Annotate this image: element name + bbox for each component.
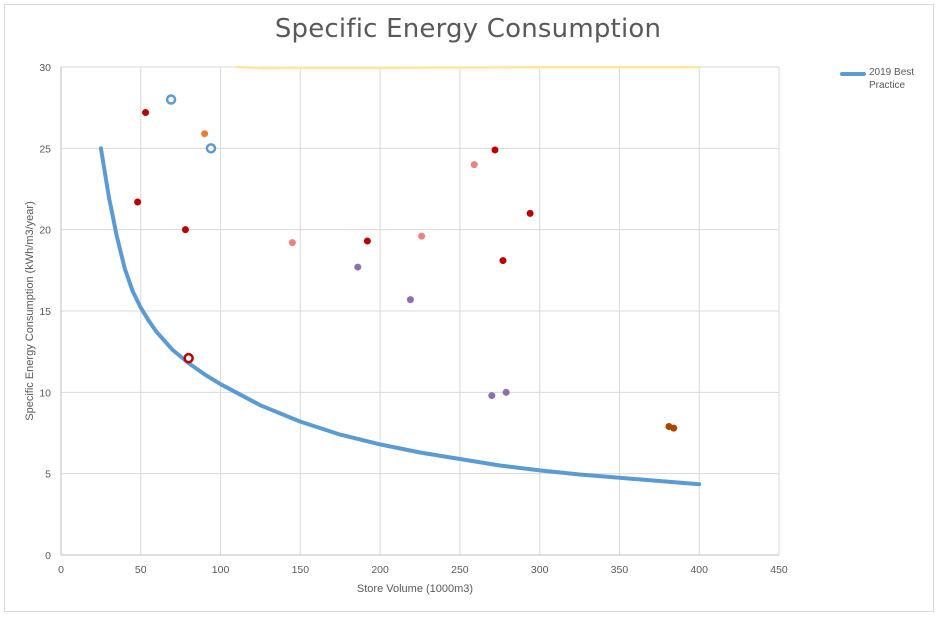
y-tick-label: 0 [45, 550, 51, 562]
scatter-point [491, 146, 499, 154]
scatter-point [526, 209, 534, 217]
y-tick-label: 5 [45, 469, 51, 481]
x-tick-label: 150 [292, 564, 310, 576]
y-tick-label: 10 [39, 387, 51, 399]
x-tick-label: 350 [611, 564, 629, 576]
chart-title: Specific Energy Consumption [274, 14, 662, 44]
y-tick-label: 25 [39, 143, 51, 155]
series-line-best-practice [98, 146, 702, 487]
x-tick-label: 100 [212, 564, 230, 576]
scatter-point [288, 239, 296, 247]
scatter-point [418, 232, 426, 240]
y-axis-title: Specific Energy Consumption (kWh/m3/year… [24, 201, 36, 420]
scatter-point [201, 130, 209, 138]
scatter-point [142, 109, 150, 117]
y-tick-label: 30 [39, 62, 51, 74]
scatter-point [502, 388, 510, 396]
x-tick-label: 450 [770, 564, 788, 576]
scatter-point [470, 161, 478, 169]
scatter-point [488, 392, 496, 400]
series-line-upper [235, 65, 701, 70]
scatter-point [354, 263, 362, 271]
y-tick-label: 15 [39, 306, 51, 318]
y-tick-label: 20 [39, 225, 51, 237]
scatter-point [363, 237, 371, 245]
x-tick-label: 250 [451, 564, 469, 576]
scatter-point [406, 296, 414, 304]
scatter-point [499, 257, 507, 265]
legend-swatch-best-practice [840, 72, 866, 76]
scatter-point [134, 198, 142, 206]
x-axis-title: Store Volume (1000m3) [357, 583, 473, 595]
x-tick-label: 50 [135, 564, 147, 576]
scatter-point-open [183, 352, 194, 364]
legend-label-best-practice: 2019 Best Practice [869, 67, 915, 91]
scatter-point [670, 424, 678, 432]
x-tick-label: 400 [690, 564, 708, 576]
scatter-point-open [165, 94, 177, 105]
scatter-point-open [205, 143, 217, 154]
x-tick-label: 200 [371, 564, 389, 576]
x-tick-label: 300 [531, 564, 549, 576]
x-tick-label: 0 [58, 564, 64, 576]
scatter-point [181, 226, 189, 234]
